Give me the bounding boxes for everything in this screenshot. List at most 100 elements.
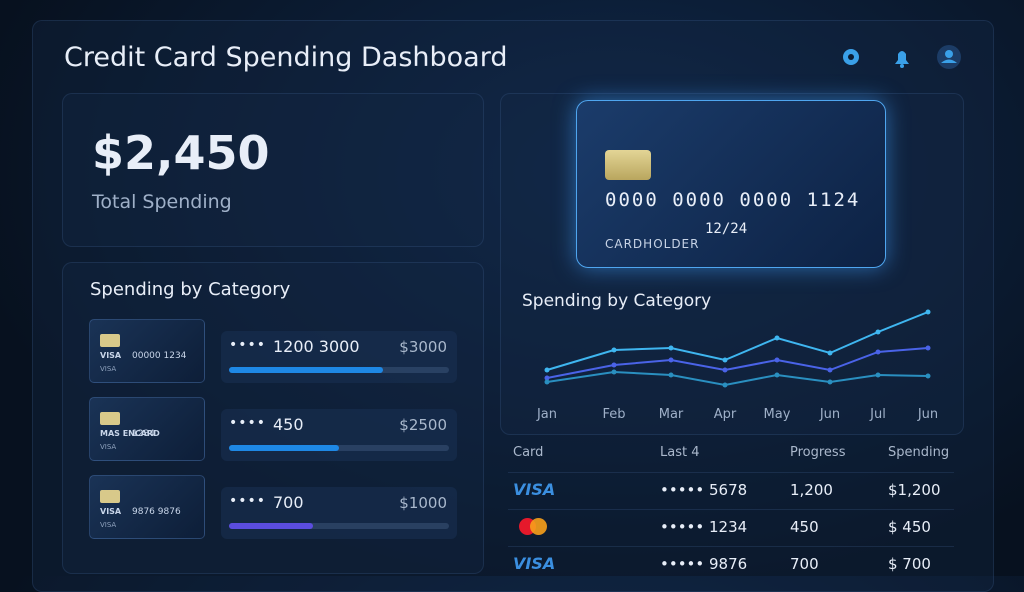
column-header: Spending bbox=[888, 445, 950, 460]
settings-icon[interactable] bbox=[843, 49, 859, 65]
progress: 1,200 bbox=[790, 481, 833, 499]
credit-card: 0000 0000 0000 1124 12/24 CARDHOLDER bbox=[576, 100, 886, 268]
category-row: •••• 450 $2500 bbox=[221, 409, 457, 461]
mini-chip bbox=[100, 334, 120, 347]
x-tick-label: Jan bbox=[536, 407, 557, 422]
mini-number: 00000 1234 bbox=[132, 351, 187, 361]
progress-bar bbox=[229, 367, 383, 373]
column-header: Card bbox=[513, 445, 544, 460]
row-divider bbox=[508, 546, 954, 547]
progress-track bbox=[229, 523, 449, 529]
point bbox=[925, 345, 931, 351]
mini-brand: MAS ENCARD bbox=[100, 429, 160, 438]
mask: •••• bbox=[229, 337, 267, 353]
card-brand: VISA bbox=[513, 480, 556, 499]
line-chart: Jan Feb Mar Apr May Jun Jul Jun bbox=[536, 309, 938, 422]
spending: $ 700 bbox=[888, 555, 931, 573]
chart-title: Spending by Category bbox=[522, 291, 712, 311]
x-tick-label: Jun bbox=[819, 407, 840, 422]
point bbox=[722, 382, 728, 388]
x-tick-label: Jun bbox=[917, 407, 938, 422]
total-label: Total Spending bbox=[92, 191, 232, 213]
last4: ••••• 1234 bbox=[660, 518, 748, 536]
last4: ••••• 9876 bbox=[660, 555, 748, 573]
mask: •••• bbox=[229, 415, 267, 431]
bell-icon[interactable] bbox=[895, 51, 909, 68]
point bbox=[925, 373, 931, 379]
progress: 450 bbox=[790, 518, 819, 536]
point bbox=[875, 329, 881, 335]
mini-chip bbox=[100, 412, 120, 425]
total-amount: $2,450 bbox=[92, 126, 270, 180]
summary-panel: $2,450 Total Spending bbox=[62, 93, 484, 247]
x-tick-label: Feb bbox=[602, 407, 625, 422]
row-number: 1200 3000 bbox=[273, 337, 360, 356]
point bbox=[774, 372, 780, 378]
category-title: Spending by Category bbox=[90, 279, 291, 300]
row-amount: $2500 bbox=[399, 416, 447, 434]
mini-number: 9876 9876 bbox=[132, 507, 181, 517]
spending: $ 450 bbox=[888, 518, 931, 536]
point bbox=[827, 379, 833, 385]
point bbox=[544, 379, 550, 385]
category-panel: Spending by Category VISA 00000 1234 VISA •… bbox=[62, 262, 484, 574]
card-brand: VISA bbox=[513, 554, 556, 573]
line bbox=[546, 347, 929, 379]
mini-card: MAS ENCARD 1234 VISA bbox=[89, 397, 205, 461]
point bbox=[827, 367, 833, 373]
row-amount: $1000 bbox=[399, 494, 447, 512]
point bbox=[611, 369, 617, 375]
card-table: Card Last 4 Progress Spending VISA ••••• 5678… bbox=[500, 440, 962, 576]
point bbox=[875, 372, 881, 378]
spending: $1,200 bbox=[888, 481, 941, 499]
point bbox=[544, 375, 550, 381]
line bbox=[546, 311, 929, 371]
line bbox=[546, 370, 929, 387]
progress-bar bbox=[229, 445, 339, 451]
mini-brand: VISA bbox=[100, 507, 122, 516]
column-header: Last 4 bbox=[660, 445, 700, 460]
mini-footer: VISA bbox=[100, 365, 117, 373]
mini-chip bbox=[100, 490, 120, 503]
row-amount: $3000 bbox=[399, 338, 447, 356]
point bbox=[875, 349, 881, 355]
row-divider bbox=[508, 509, 954, 510]
column-header: Progress bbox=[790, 445, 846, 460]
progress: 700 bbox=[790, 555, 819, 573]
mini-number: 1234 bbox=[132, 429, 155, 439]
progress-track bbox=[229, 367, 449, 373]
point bbox=[611, 362, 617, 368]
card-expiry: 12/24 bbox=[705, 221, 748, 237]
mask: •••• bbox=[229, 493, 267, 509]
point bbox=[544, 367, 550, 373]
mini-card: VISA 00000 1234 VISA bbox=[89, 319, 205, 383]
progress-bar bbox=[229, 523, 313, 529]
point bbox=[668, 372, 674, 378]
point bbox=[925, 309, 931, 315]
point bbox=[774, 335, 780, 341]
mini-footer: VISA bbox=[100, 443, 117, 451]
card-chip bbox=[605, 150, 651, 180]
category-row: •••• 1200 3000 $3000 bbox=[221, 331, 457, 383]
point bbox=[722, 357, 728, 363]
x-tick-label: May bbox=[764, 407, 791, 422]
row-number: 700 bbox=[273, 493, 304, 512]
point bbox=[827, 350, 833, 356]
last4: ••••• 5678 bbox=[660, 481, 748, 499]
point bbox=[668, 357, 674, 363]
user-icon[interactable] bbox=[937, 45, 961, 69]
point bbox=[722, 367, 728, 373]
point bbox=[668, 345, 674, 351]
mini-brand: VISA bbox=[100, 351, 122, 360]
row-divider bbox=[508, 472, 954, 473]
point bbox=[774, 357, 780, 363]
mini-card: VISA 9876 9876 VISA bbox=[89, 475, 205, 539]
mastercard-yellow bbox=[530, 518, 547, 535]
mini-footer: VISA bbox=[100, 521, 117, 529]
x-tick-label: Mar bbox=[659, 407, 684, 422]
toolbar bbox=[843, 45, 961, 69]
point bbox=[611, 347, 617, 353]
category-row: •••• 700 $1000 bbox=[221, 487, 457, 539]
title: Credit Card Spending Dashboard bbox=[64, 42, 508, 73]
